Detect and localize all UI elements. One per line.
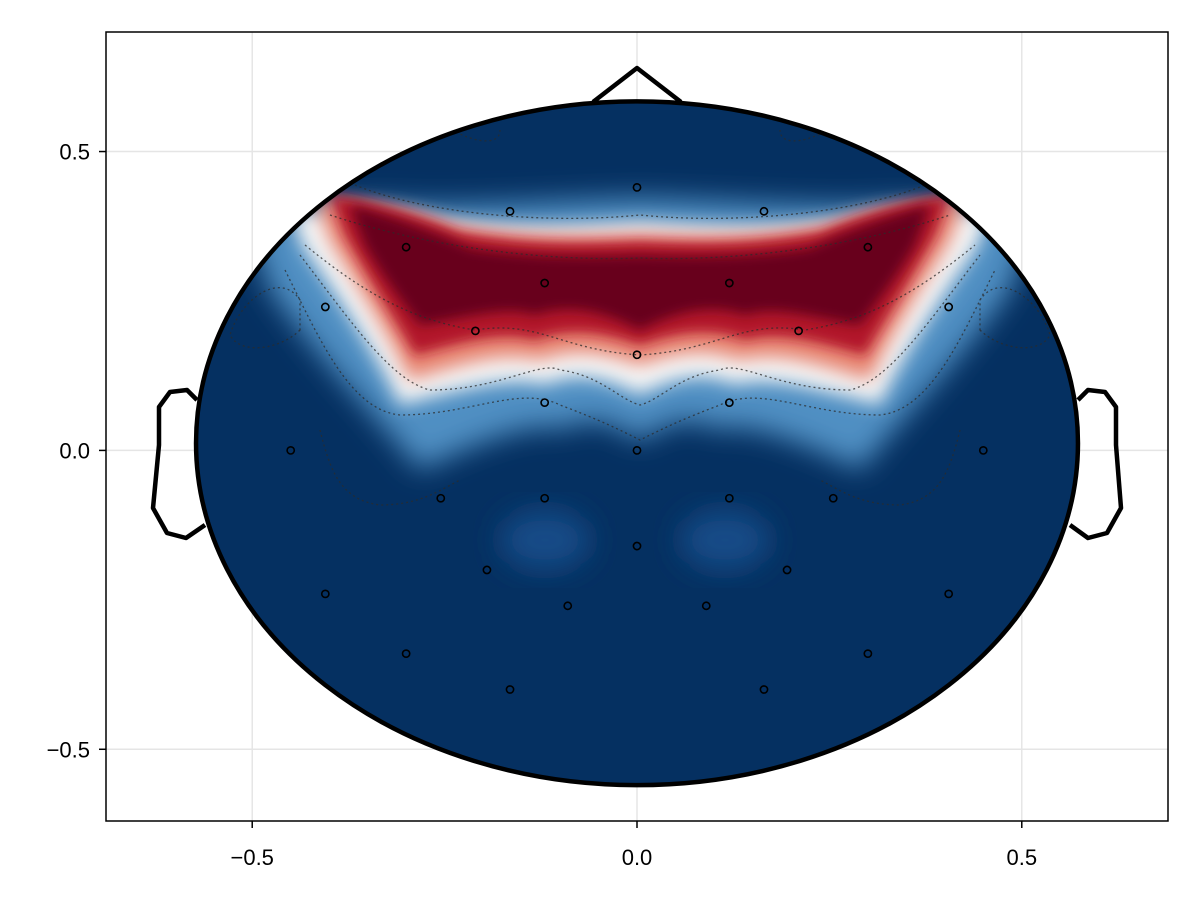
electrode-marker [436, 493, 446, 503]
head-outline [150, 65, 1124, 788]
electrode-marker [286, 446, 296, 455]
left-ear [150, 387, 207, 541]
heatmap-blob-left [500, 510, 590, 570]
nose [591, 65, 683, 104]
y-tick-labels: −0.5 0.0 0.5 [47, 140, 90, 763]
electrode-marker [320, 302, 330, 312]
electrode-marker [863, 242, 873, 252]
electrode-marker [540, 278, 550, 288]
electrode-marker [978, 446, 988, 455]
electrode-marker [794, 326, 804, 336]
electrode-marker [724, 398, 734, 407]
electrode-marker [540, 398, 550, 407]
contour-line [319, 429, 461, 506]
right-ear [1068, 387, 1124, 541]
y-tick-label: 0.0 [59, 438, 90, 463]
electrode-marker [632, 541, 642, 551]
electrode-marker [482, 565, 492, 575]
contour-line [329, 214, 951, 260]
contour-line [819, 429, 961, 506]
electrode-marker [944, 589, 954, 599]
electrode-markers [286, 183, 988, 694]
electrode-marker [759, 685, 769, 694]
electrode-marker [701, 601, 711, 611]
contour-line [979, 287, 1051, 349]
electrode-marker [632, 350, 642, 360]
heatmap-band-darkred [350, 205, 930, 330]
x-tick-label: 0.0 [622, 845, 653, 870]
head-ellipse [193, 99, 1081, 788]
electrode-marker [863, 649, 873, 659]
axis-ticks [99, 150, 1023, 828]
electrode-marker [505, 685, 515, 694]
electrode-marker [401, 242, 411, 252]
electrode-marker [782, 565, 792, 575]
electrode-marker [563, 601, 573, 611]
contour-line [779, 119, 841, 142]
x-tick-labels: −0.5 0.0 0.5 [230, 845, 1037, 870]
electrode-marker [540, 493, 550, 503]
x-tick-label: 0.5 [1006, 845, 1037, 870]
electrode-marker [828, 493, 838, 503]
y-tick-label: −0.5 [47, 737, 90, 762]
electrode-marker [632, 183, 642, 192]
electrode-marker [724, 493, 734, 503]
electrode-marker [944, 302, 954, 312]
electrode-marker [505, 206, 515, 216]
y-tick-label: 0.5 [59, 140, 90, 165]
heatmap-blob-right [680, 510, 770, 570]
contour-line [284, 269, 996, 441]
electrode-marker [320, 589, 330, 599]
electrode-marker [632, 446, 642, 455]
contour-line [229, 287, 301, 349]
x-tick-label: −0.5 [230, 845, 273, 870]
electrode-marker [759, 206, 769, 216]
contour-line [299, 254, 981, 406]
contour-line [439, 119, 501, 142]
electrode-marker [724, 278, 734, 288]
electrode-marker [470, 326, 480, 336]
electrode-marker [401, 649, 411, 659]
